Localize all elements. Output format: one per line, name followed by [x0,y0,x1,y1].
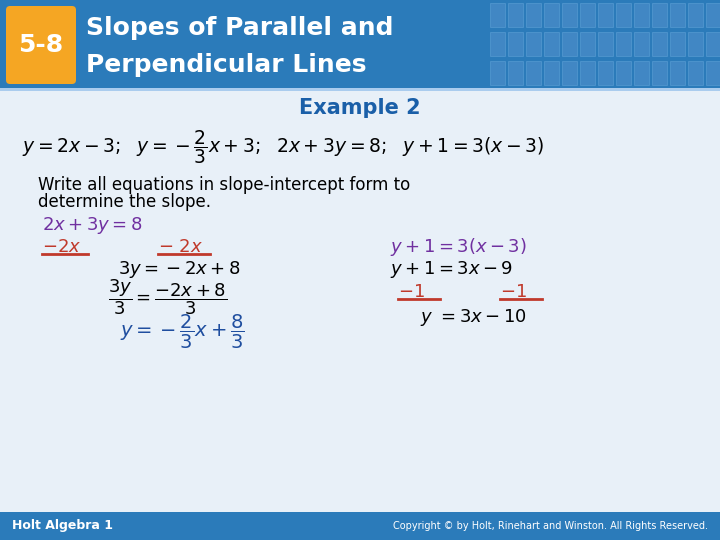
Text: $y + 1 = 3x - 9$: $y + 1 = 3x - 9$ [390,260,513,280]
Bar [490,32,505,56]
Bar [508,3,523,27]
Text: $3y = -2x + 8$: $3y = -2x + 8$ [118,260,240,280]
Bar [580,3,595,27]
Bar [526,32,541,56]
Bar [616,61,631,85]
Bar [598,32,613,56]
Text: Example 2: Example 2 [300,98,420,118]
Text: Slopes of Parallel and: Slopes of Parallel and [86,16,394,40]
Bar [508,32,523,56]
Bar [526,3,541,27]
Text: $- 1$: $- 1$ [398,283,425,301]
Bar [580,32,595,56]
Bar [652,3,667,27]
Text: 5-8: 5-8 [19,33,63,57]
Bar [490,61,505,85]
Text: $\dfrac{3y}{3} = \dfrac{-2x + 8}{3}$: $\dfrac{3y}{3} = \dfrac{-2x + 8}{3}$ [108,277,228,317]
Text: $-\ 2x$: $-\ 2x$ [158,238,203,256]
Text: Copyright © by Holt, Rinehart and Winston. All Rights Reserved.: Copyright © by Holt, Rinehart and Winsto… [393,521,708,531]
Bar [544,61,559,85]
Text: Holt Algebra 1: Holt Algebra 1 [12,519,113,532]
Bar [526,61,541,85]
Bar [598,3,613,27]
Text: $y + 1 = 3(x - 3)$: $y + 1 = 3(x - 3)$ [390,236,527,258]
Bar [0,512,720,540]
Bar [544,3,559,27]
Text: $y\ = 3x - 10$: $y\ = 3x - 10$ [420,307,527,327]
Text: $2x + 3y = 8$: $2x + 3y = 8$ [42,214,143,235]
Bar [544,32,559,56]
Text: $y = -\dfrac{2}{3}x + \dfrac{8}{3}$: $y = -\dfrac{2}{3}x + \dfrac{8}{3}$ [120,313,245,351]
Bar [508,61,523,85]
Bar [688,3,703,27]
Bar [562,61,577,85]
Bar [0,91,720,512]
Bar [706,61,720,85]
Text: Perpendicular Lines: Perpendicular Lines [86,53,366,77]
Bar [670,32,685,56]
FancyBboxPatch shape [6,6,76,84]
Text: $-2x$: $-2x$ [42,238,81,256]
Bar [616,32,631,56]
Bar [580,61,595,85]
Bar [634,61,649,85]
Text: Write all equations in slope-intercept form to: Write all equations in slope-intercept f… [38,176,410,194]
Text: $y = 2x - 3;\ \ y = -\dfrac{2}{3}x + 3;\ \ 2x + 3y = 8;\ \ y + 1 = 3(x - 3)$: $y = 2x - 3;\ \ y = -\dfrac{2}{3}x + 3;\… [22,128,544,166]
Bar [0,0,720,88]
Bar [670,3,685,27]
Bar [562,3,577,27]
Bar [634,3,649,27]
Bar [616,3,631,27]
Text: $- 1$: $- 1$ [500,283,527,301]
Bar [688,61,703,85]
Bar [670,61,685,85]
Bar [490,3,505,27]
Bar [598,61,613,85]
Bar [652,32,667,56]
Bar [652,61,667,85]
Bar [706,32,720,56]
Text: determine the slope.: determine the slope. [38,193,211,211]
Bar [688,32,703,56]
Bar [562,32,577,56]
Bar [0,88,720,91]
Bar [706,3,720,27]
Bar [634,32,649,56]
